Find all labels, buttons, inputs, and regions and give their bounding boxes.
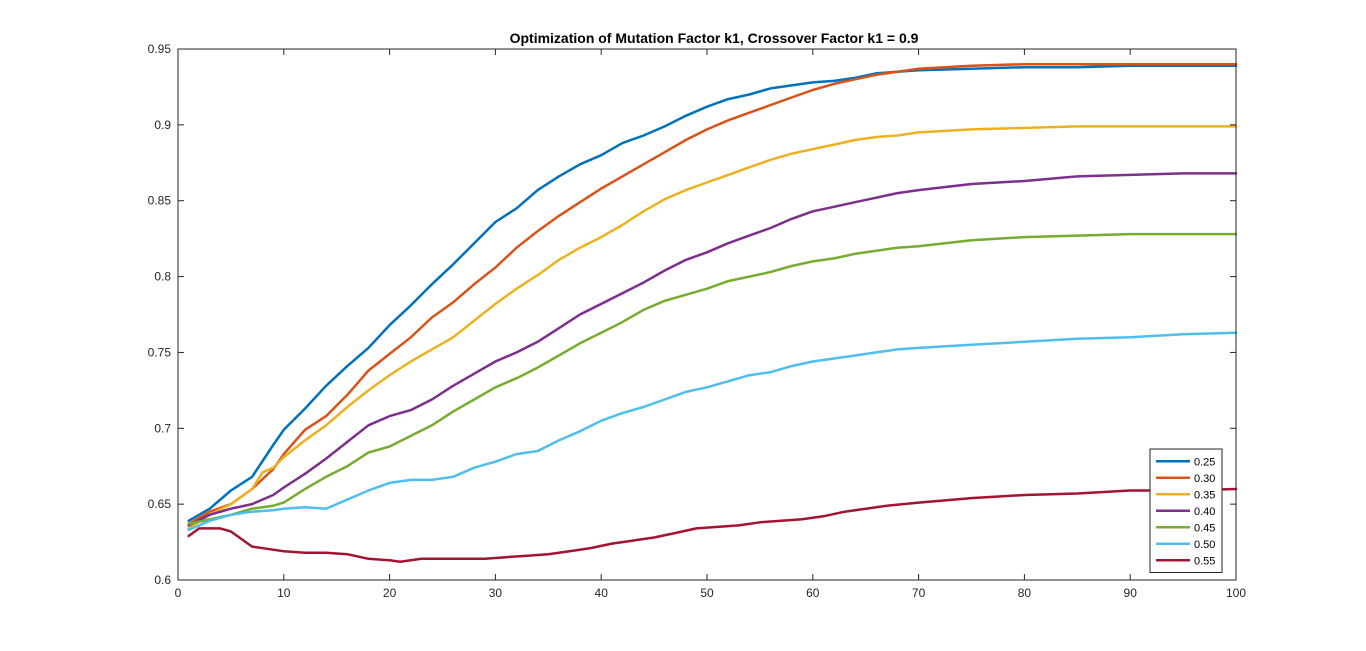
- y-tick-label: 0.85: [148, 194, 172, 208]
- legend-label-1: 0.30: [1194, 473, 1215, 485]
- y-tick-label: 0.6: [154, 573, 171, 587]
- series-line-2: [187, 125, 1238, 530]
- x-tick-label: 80: [1018, 586, 1032, 600]
- series-line-5: [187, 331, 1238, 532]
- x-tick-label: 90: [1124, 586, 1138, 600]
- chart-title: Optimization of Mutation Factor k1, Cros…: [510, 30, 919, 46]
- y-tick-label: 0.7: [154, 421, 171, 435]
- y-tick-label: 0.75: [148, 345, 172, 359]
- y-tick-label: 0.65: [148, 497, 172, 511]
- plot-area: [178, 49, 1236, 580]
- x-tick-label: 0: [175, 586, 182, 600]
- legend: 0.25 0.30 0.35 0.40 0.45 0.50 0.55: [1149, 448, 1223, 573]
- legend-label-6: 0.55: [1194, 555, 1215, 567]
- series-line-4: [187, 232, 1238, 526]
- y-tick-label: 0.95: [148, 42, 172, 56]
- x-tick-label: 30: [489, 586, 503, 600]
- plot-background: [178, 49, 1236, 580]
- x-tick-label: 40: [595, 586, 609, 600]
- x-tick-label: 70: [912, 586, 926, 600]
- legend-label-4: 0.45: [1194, 522, 1215, 534]
- series-line-1: [187, 62, 1238, 526]
- legend-label-2: 0.35: [1194, 489, 1215, 501]
- x-tick-label: 20: [383, 586, 397, 600]
- series-line-3: [187, 172, 1238, 527]
- legend-label-0: 0.25: [1194, 456, 1215, 468]
- x-tick-label: 50: [700, 586, 714, 600]
- x-tick-label: 60: [806, 586, 820, 600]
- series-line-6: [187, 487, 1238, 564]
- y-tick-label: 0.8: [154, 270, 171, 284]
- x-tick-label: 100: [1226, 586, 1246, 600]
- axes-layer: 0 10 20 30 40 50 60 70 80 90 100 0.6 0.65 0.7 0.75 0.8 0…: [148, 42, 1247, 600]
- series-layer: [187, 62, 1238, 564]
- legend-label-3: 0.40: [1194, 506, 1215, 518]
- legend-label-5: 0.50: [1194, 539, 1215, 551]
- x-tick-label: 10: [277, 586, 291, 600]
- y-tick-label: 0.9: [154, 118, 171, 132]
